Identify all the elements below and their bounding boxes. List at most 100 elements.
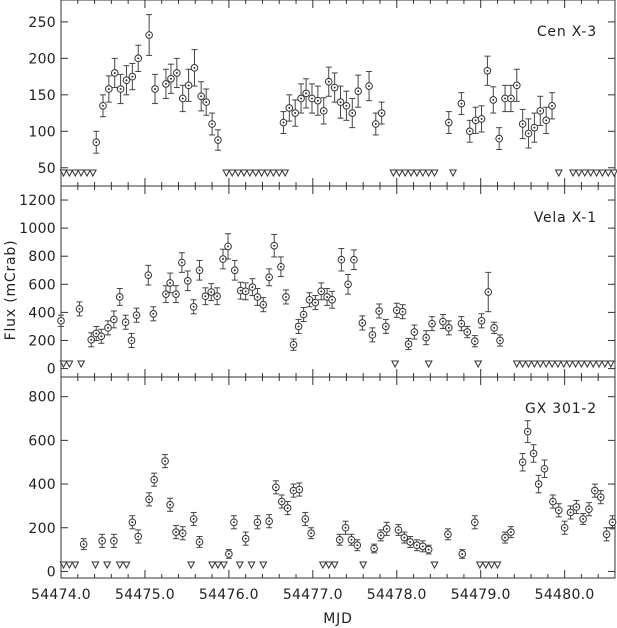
data-point-center — [131, 75, 134, 78]
data-point-center — [557, 509, 560, 512]
x-tick-label: 54478.0 — [367, 587, 427, 603]
data-point-center — [174, 531, 177, 534]
data-point-center — [385, 527, 388, 530]
upper-limit-marker — [115, 561, 124, 570]
data-point-center — [268, 276, 271, 279]
data-point-center — [137, 535, 140, 538]
upper-limit-marker — [481, 561, 490, 570]
y-tick-label: 1200 — [19, 193, 56, 209]
data-point-center — [82, 543, 85, 546]
data-point-center — [181, 97, 184, 100]
panel: 0 200 400 600 800 GX 301-2 — [28, 376, 617, 580]
data-point-center — [480, 117, 483, 120]
data-point-center — [192, 518, 195, 521]
upper-limit-marker — [318, 561, 327, 570]
x-axis: 54474.0 54475.0 54476.0 54477.0 54478.0 54479… — [31, 587, 594, 603]
data-point-center — [421, 545, 424, 548]
upper-limit-marker — [235, 561, 244, 570]
data-point-center — [575, 505, 578, 508]
data-point-center — [441, 320, 444, 323]
data-point-center — [222, 258, 225, 261]
data-point-center — [380, 112, 383, 115]
data-point-center — [379, 534, 382, 537]
data-point-center — [147, 274, 150, 277]
upper-limit-marker — [598, 169, 607, 178]
data-point-center — [112, 539, 115, 542]
upper-limit-marker — [586, 169, 595, 178]
x-tick-label: 54476.0 — [199, 587, 259, 603]
data-point-center — [95, 332, 98, 335]
data-point-center — [425, 336, 428, 339]
data-point-center — [545, 119, 548, 122]
data-point-center — [244, 537, 247, 540]
upper-limit-marker — [257, 169, 266, 178]
upper-limit-marker — [59, 169, 68, 178]
data-point-center — [152, 312, 155, 315]
data-point-center — [256, 521, 259, 524]
upper-limit-marker — [222, 169, 231, 178]
data-point-center — [340, 258, 343, 261]
data-point-center — [582, 518, 585, 521]
data-point-center — [322, 109, 325, 112]
data-point-center — [569, 511, 572, 514]
data-point-center — [204, 295, 207, 298]
data-point-center — [153, 478, 156, 481]
upper-limit-marker — [91, 561, 100, 570]
upper-limit-marker — [606, 360, 615, 369]
data-point-center — [551, 500, 554, 503]
data-point-center — [304, 518, 307, 521]
data-point-center — [186, 279, 189, 282]
y-tick-label: 0 — [47, 362, 56, 378]
data-point-center — [327, 80, 330, 83]
upper-limit-marker — [324, 561, 333, 570]
data-point-center — [373, 547, 376, 550]
panel-label: GX 301-2 — [525, 401, 597, 417]
upper-limit-marker — [600, 360, 609, 369]
upper-limit-marker — [234, 169, 243, 178]
panel-frame — [60, 185, 616, 378]
upper-limit-marker — [187, 561, 196, 570]
data-point-center — [131, 521, 134, 524]
data-point-center — [174, 293, 177, 296]
x-axis-title: MJD — [323, 611, 352, 627]
data-point-center — [350, 538, 353, 541]
data-point-center — [316, 99, 319, 102]
upper-limit-marker — [88, 169, 97, 178]
data-point-center — [374, 123, 377, 125]
data-point-center — [563, 526, 566, 529]
data-point-center — [397, 528, 400, 531]
data-point-center — [297, 325, 300, 328]
data-point-center — [227, 552, 230, 555]
data-point-center — [298, 488, 301, 491]
data-point-center — [446, 533, 449, 536]
data-point-center — [112, 318, 115, 321]
data-point-center — [137, 57, 140, 60]
data-point-center — [187, 84, 190, 87]
data-point-center — [527, 132, 530, 135]
data-point-center — [361, 321, 364, 324]
data-point-center — [407, 342, 410, 345]
data-point-center — [154, 87, 157, 90]
panels-layer: 50 100 150 200 250 Cen X-3 0 200 400 600 800 1000 12… — [19, 0, 617, 580]
data-point-center — [90, 338, 93, 341]
upper-limit-marker — [281, 169, 290, 178]
data-point-center — [78, 307, 81, 310]
data-point-center — [431, 322, 434, 325]
upper-limit-marker — [263, 169, 272, 178]
data-point-center — [371, 333, 374, 336]
y-axis-title: Flux (mCrab) — [3, 240, 19, 341]
upper-limit-marker — [269, 169, 278, 178]
data-point-center — [148, 498, 151, 501]
data-point-center — [605, 533, 608, 536]
upper-limit-marker — [474, 360, 483, 369]
data-point-center — [107, 326, 110, 329]
data-point-center — [352, 258, 355, 261]
data-point-center — [526, 430, 529, 433]
data-point-center — [169, 281, 172, 284]
data-point-center — [460, 102, 463, 105]
data-point-center — [344, 526, 347, 529]
upper-limit-marker — [592, 169, 601, 178]
data-point-center — [273, 244, 276, 247]
data-point-center — [499, 339, 502, 342]
data-point-center — [305, 92, 308, 95]
